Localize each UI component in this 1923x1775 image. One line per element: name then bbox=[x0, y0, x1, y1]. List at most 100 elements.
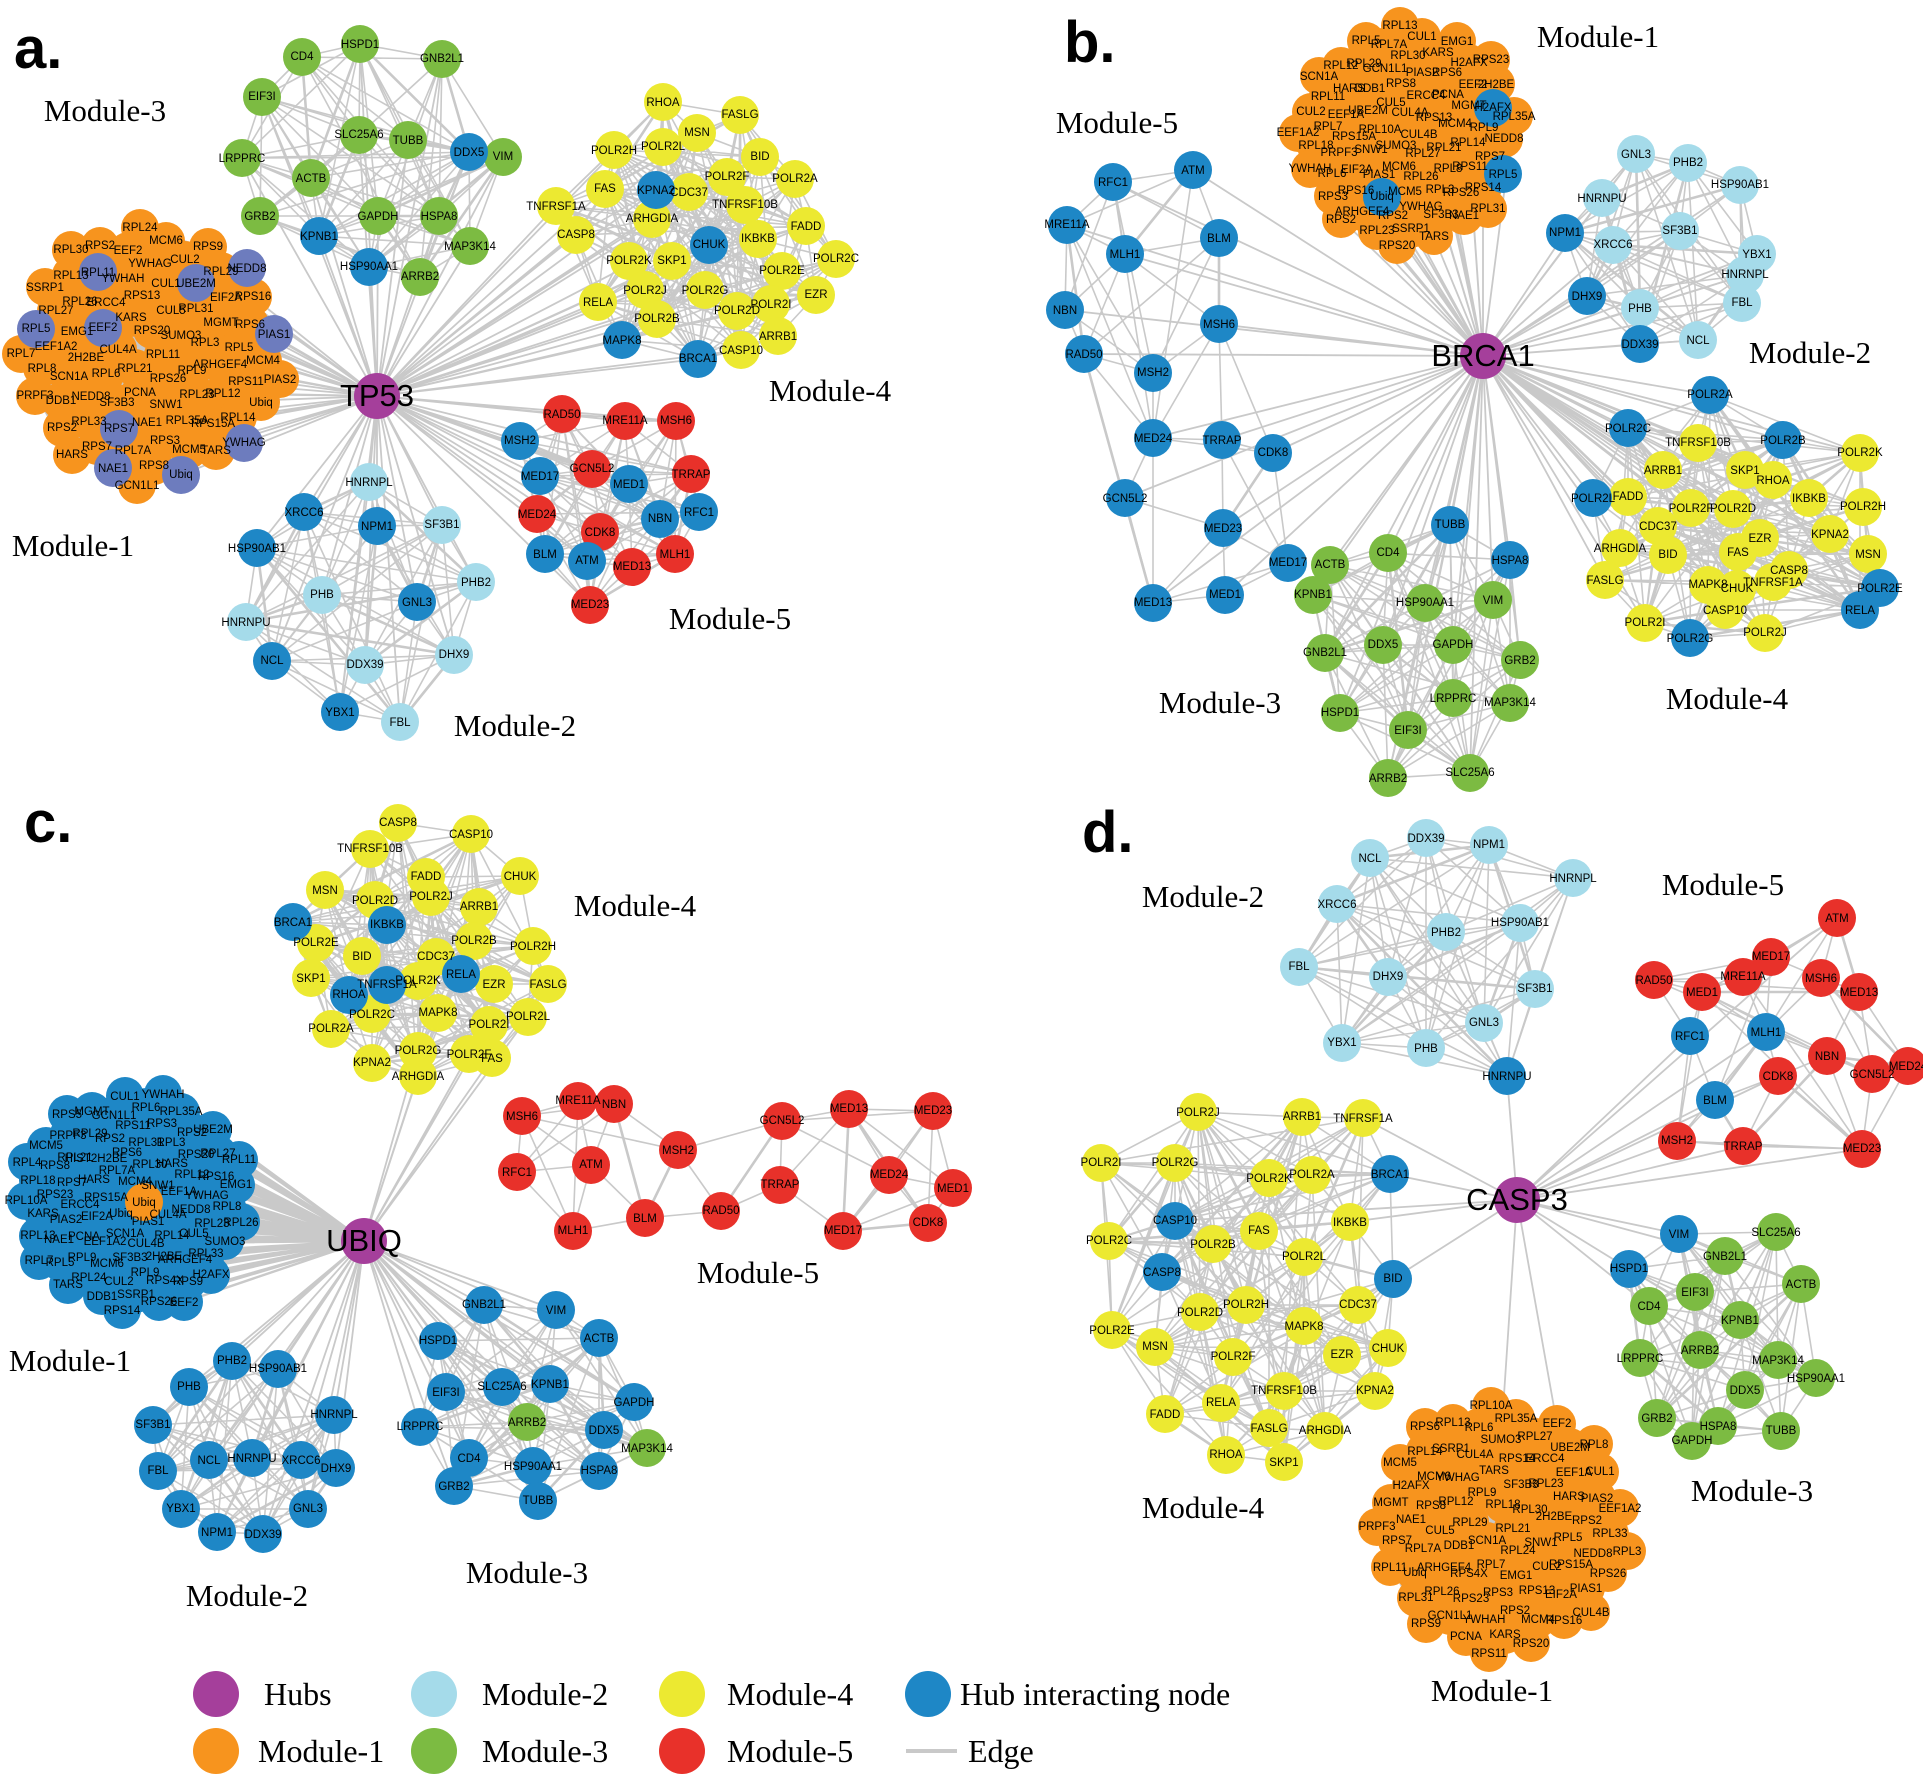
svg-text:FADD: FADD bbox=[1150, 1409, 1181, 1421]
svg-text:HNRNPU: HNRNPU bbox=[221, 617, 270, 629]
svg-text:EMG1: EMG1 bbox=[1441, 36, 1474, 48]
svg-text:TNFRSF10B: TNFRSF10B bbox=[712, 199, 778, 211]
svg-text:RPL6: RPL6 bbox=[92, 368, 121, 380]
svg-text:RPL21: RPL21 bbox=[117, 363, 152, 375]
svg-text:MSH2: MSH2 bbox=[504, 435, 536, 447]
svg-text:SNW1: SNW1 bbox=[1354, 144, 1387, 156]
svg-text:Edge: Edge bbox=[968, 1733, 1034, 1769]
svg-text:SCN1A: SCN1A bbox=[106, 1228, 145, 1240]
svg-text:CUL4B: CUL4B bbox=[1572, 1607, 1609, 1619]
svg-text:RPL12: RPL12 bbox=[174, 1169, 209, 1181]
svg-text:MED23: MED23 bbox=[914, 1105, 952, 1117]
svg-text:POLR2H: POLR2H bbox=[591, 145, 637, 157]
svg-text:GNL3: GNL3 bbox=[293, 1503, 323, 1515]
svg-text:GNB2L1: GNB2L1 bbox=[1703, 1251, 1747, 1263]
svg-text:RFC1: RFC1 bbox=[502, 1167, 532, 1179]
svg-text:MED24: MED24 bbox=[870, 1169, 909, 1181]
svg-text:MED13: MED13 bbox=[1134, 597, 1172, 609]
svg-text:RPL31: RPL31 bbox=[128, 1137, 163, 1149]
svg-text:Module-4: Module-4 bbox=[1666, 681, 1789, 716]
svg-text:NPM1: NPM1 bbox=[201, 1527, 233, 1539]
svg-text:SLC25A6: SLC25A6 bbox=[1445, 767, 1494, 779]
svg-text:PHB: PHB bbox=[1414, 1043, 1438, 1055]
svg-text:POLR2G: POLR2G bbox=[1667, 633, 1714, 645]
svg-text:POLR2H: POLR2H bbox=[1223, 1299, 1269, 1311]
svg-text:RPL14: RPL14 bbox=[154, 1230, 190, 1242]
svg-text:RPS26: RPS26 bbox=[1443, 187, 1479, 199]
svg-text:PRPF3: PRPF3 bbox=[1320, 147, 1357, 159]
svg-text:MAPK8: MAPK8 bbox=[1689, 579, 1728, 591]
svg-text:CASP10: CASP10 bbox=[1703, 605, 1747, 617]
svg-text:RPS11: RPS11 bbox=[228, 376, 264, 388]
svg-text:MLH1: MLH1 bbox=[558, 1225, 589, 1237]
svg-text:DDB1: DDB1 bbox=[1355, 83, 1386, 95]
svg-text:BLM: BLM bbox=[1207, 233, 1231, 245]
svg-text:NAE1: NAE1 bbox=[44, 1234, 74, 1246]
svg-text:RPL6: RPL6 bbox=[1318, 168, 1347, 180]
svg-text:YWHAG: YWHAG bbox=[1436, 1472, 1480, 1484]
svg-text:YBX1: YBX1 bbox=[1327, 1037, 1356, 1049]
svg-text:Module-3: Module-3 bbox=[1159, 685, 1281, 720]
svg-text:RPL12: RPL12 bbox=[1438, 1496, 1473, 1508]
svg-text:TNFRSF10B: TNFRSF10B bbox=[1251, 1385, 1317, 1397]
svg-text:ATM: ATM bbox=[1181, 165, 1204, 177]
svg-text:POLR2B: POLR2B bbox=[1190, 1239, 1236, 1251]
svg-text:ERCC4: ERCC4 bbox=[87, 297, 127, 309]
svg-text:POLR2D: POLR2D bbox=[714, 305, 760, 317]
svg-text:POLR2D: POLR2D bbox=[1710, 503, 1756, 515]
svg-text:MCM4: MCM4 bbox=[246, 355, 280, 367]
svg-text:RPL13: RPL13 bbox=[53, 270, 88, 282]
svg-text:TRRAP: TRRAP bbox=[1203, 435, 1242, 447]
svg-text:RPL18: RPL18 bbox=[1298, 140, 1333, 152]
svg-text:RPS6: RPS6 bbox=[112, 1147, 142, 1159]
svg-text:EMG1: EMG1 bbox=[61, 326, 94, 338]
svg-text:CASP10: CASP10 bbox=[1153, 1215, 1197, 1227]
svg-text:FASLG: FASLG bbox=[721, 109, 758, 121]
svg-text:BID: BID bbox=[1383, 1273, 1402, 1285]
svg-text:RPL10A: RPL10A bbox=[1359, 124, 1402, 136]
svg-text:MCM4: MCM4 bbox=[118, 1176, 152, 1188]
svg-text:RPS16: RPS16 bbox=[235, 291, 271, 303]
svg-text:DDX5: DDX5 bbox=[454, 147, 485, 159]
svg-text:d.: d. bbox=[1082, 800, 1134, 865]
svg-text:XRCC6: XRCC6 bbox=[285, 507, 324, 519]
svg-text:FAS: FAS bbox=[594, 183, 616, 195]
svg-text:CUL2: CUL2 bbox=[1532, 1561, 1561, 1573]
svg-text:Module-3: Module-3 bbox=[1691, 1473, 1813, 1508]
svg-text:TARS: TARS bbox=[201, 445, 231, 457]
svg-text:RPL31: RPL31 bbox=[1398, 1592, 1433, 1604]
svg-text:EEF2: EEF2 bbox=[89, 322, 118, 334]
svg-text:EIF2A: EIF2A bbox=[210, 292, 242, 304]
svg-text:RPL11: RPL11 bbox=[146, 349, 180, 361]
svg-text:RPS7: RPS7 bbox=[1382, 1535, 1412, 1547]
svg-text:RPL35A: RPL35A bbox=[1493, 111, 1536, 123]
svg-text:ARHGDIA: ARHGDIA bbox=[626, 213, 679, 225]
svg-text:POLR2G: POLR2G bbox=[682, 285, 729, 297]
svg-text:HSPD1: HSPD1 bbox=[341, 39, 379, 51]
svg-text:RPL23: RPL23 bbox=[179, 389, 214, 401]
svg-text:EEF2: EEF2 bbox=[1543, 1418, 1572, 1430]
svg-text:PCNA: PCNA bbox=[68, 1231, 100, 1243]
svg-text:RPS16: RPS16 bbox=[198, 1171, 234, 1183]
svg-text:EIF3I: EIF3I bbox=[1394, 725, 1421, 737]
svg-text:SF3B1: SF3B1 bbox=[135, 1419, 170, 1431]
svg-text:EEF2: EEF2 bbox=[114, 245, 143, 257]
svg-text:RPL12: RPL12 bbox=[205, 388, 240, 400]
svg-text:MED17: MED17 bbox=[824, 1225, 862, 1237]
svg-text:IKBKB: IKBKB bbox=[1333, 1217, 1367, 1229]
svg-text:RPL29: RPL29 bbox=[1346, 58, 1381, 70]
svg-text:EEF1A2: EEF1A2 bbox=[1277, 127, 1320, 139]
svg-text:RPL29: RPL29 bbox=[72, 1128, 107, 1140]
svg-text:RPS7: RPS7 bbox=[57, 1177, 87, 1189]
svg-text:RPL13: RPL13 bbox=[1435, 1417, 1470, 1429]
svg-text:MCM6: MCM6 bbox=[90, 1258, 124, 1270]
svg-text:POLR2L: POLR2L bbox=[506, 1011, 551, 1023]
svg-text:PHB2: PHB2 bbox=[461, 577, 491, 589]
svg-text:EEF2: EEF2 bbox=[1459, 79, 1488, 91]
svg-text:RPL33: RPL33 bbox=[1592, 1528, 1627, 1540]
svg-text:MCM5: MCM5 bbox=[29, 1140, 63, 1152]
svg-text:MED1: MED1 bbox=[1686, 987, 1718, 999]
svg-text:RELA: RELA bbox=[583, 297, 613, 309]
svg-text:CUL5: CUL5 bbox=[156, 305, 185, 317]
svg-text:RPS23: RPS23 bbox=[1453, 1593, 1489, 1605]
